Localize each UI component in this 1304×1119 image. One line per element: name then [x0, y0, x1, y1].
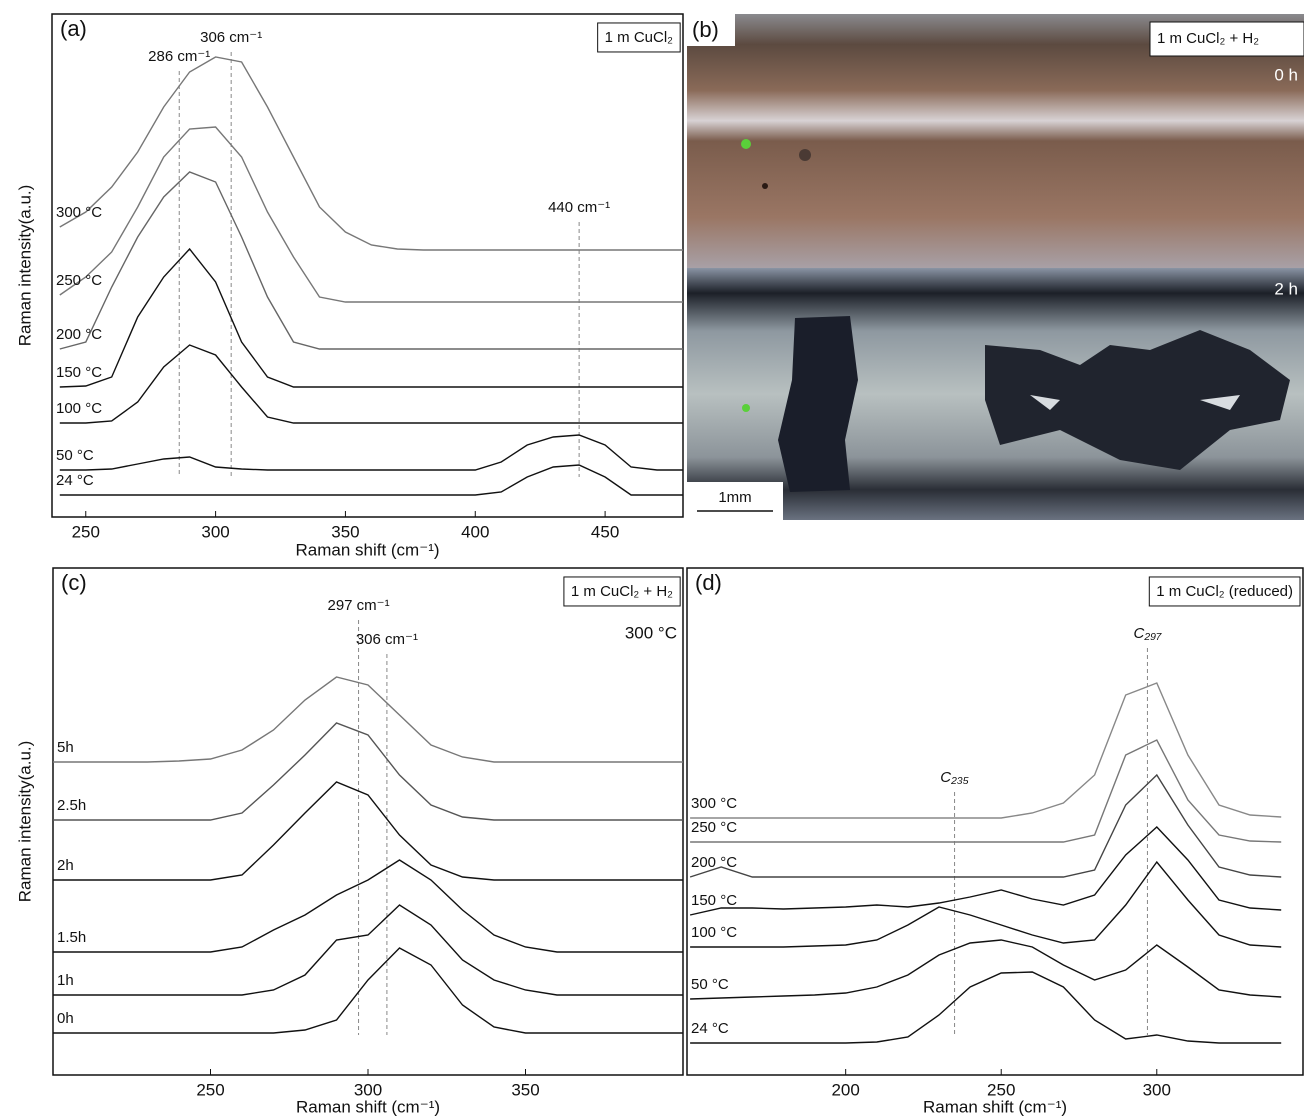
- x-axis-title: Raman shift (cm⁻¹): [296, 1097, 440, 1116]
- spectrum: [59, 56, 683, 251]
- series-label: 24 °C: [691, 1020, 729, 1037]
- series-label: 200 °C: [56, 326, 102, 343]
- title-box: [1149, 21, 1304, 57]
- title-box: [563, 576, 681, 607]
- spectrum: [690, 971, 1282, 1044]
- panel-title: 1 m CuCl₂: [605, 29, 674, 46]
- series-label: 0h: [57, 1010, 74, 1027]
- crystal: [985, 330, 1290, 470]
- micrograph-panel: (b) 1 m CuCl₂ + H₂ 0 h 2 h 1mm: [687, 14, 1304, 520]
- marker-dot: [741, 139, 751, 149]
- series-label: 1h: [57, 972, 74, 989]
- x-axis-title: Raman shift (cm⁻¹): [295, 540, 439, 559]
- panel-label: (d): [695, 570, 722, 595]
- spectrum: [59, 464, 683, 496]
- series-label: 100 °C: [56, 400, 102, 417]
- spectrum: [53, 904, 683, 996]
- annotation: 297 cm⁻¹: [327, 597, 389, 614]
- panel-label: (a): [60, 16, 87, 41]
- spectrum: [690, 682, 1282, 819]
- annotation: 286 cm⁻¹: [148, 48, 210, 65]
- series-label: 300 °C: [56, 204, 102, 221]
- y-axis-title: Raman intensity(a.u.): [15, 741, 34, 903]
- series-label: 200 °C: [691, 854, 737, 871]
- spectrum: [690, 860, 1282, 948]
- spectrum: [53, 947, 683, 1034]
- plot-frame: [51, 13, 684, 518]
- spectrum: [59, 434, 683, 471]
- series-label: 300 °C: [691, 795, 737, 812]
- x-axis-title: Raman shift (cm⁻¹): [923, 1097, 1067, 1116]
- x-tick-label: 300: [354, 1080, 382, 1099]
- spectrum: [689, 826, 1282, 916]
- series-label: 150 °C: [56, 364, 102, 381]
- crystal: [778, 316, 858, 492]
- spectrum: [689, 773, 1282, 878]
- spectrum: [690, 939, 1282, 1000]
- x-tick-label: 300: [1143, 1080, 1171, 1099]
- x-tick-label: 350: [511, 1080, 539, 1099]
- title-box: [1148, 576, 1301, 607]
- panel-label: (c): [61, 570, 87, 595]
- panel-title: 1 m CuCl₂ + H₂: [571, 583, 673, 600]
- annotation: C₂₉₇: [1134, 625, 1162, 642]
- series-label: 2h: [57, 857, 74, 874]
- scale-bg: [687, 482, 783, 520]
- spectrum: [59, 247, 683, 388]
- spectrum: [59, 126, 683, 303]
- series-label: 100 °C: [691, 924, 737, 941]
- scale-bar-label: 1mm: [718, 489, 751, 506]
- series-label: 1.5h: [57, 929, 86, 946]
- series-label: 50 °C: [56, 447, 94, 464]
- x-tick-label: 250: [72, 522, 100, 541]
- annotation: C₂₃₅: [940, 769, 969, 786]
- annotation: 306 cm⁻¹: [356, 631, 418, 648]
- x-tick-label: 200: [831, 1080, 859, 1099]
- marker-dot: [742, 404, 750, 412]
- spectrum: [53, 722, 683, 821]
- x-tick-label: 350: [331, 522, 359, 541]
- spectrum: [53, 859, 683, 953]
- x-tick-label: 300: [201, 522, 229, 541]
- spectrum: [59, 344, 683, 424]
- annotation: 440 cm⁻¹: [548, 199, 610, 216]
- series-label: 150 °C: [691, 892, 737, 909]
- speck: [762, 183, 768, 189]
- panel-title: 1 m CuCl₂ (reduced): [1156, 583, 1293, 600]
- spectrum: [53, 676, 683, 763]
- x-tick-label: 400: [461, 522, 489, 541]
- frame-label: 2 h: [1274, 279, 1298, 298]
- panel-label: (b): [692, 17, 719, 42]
- series-label: 2.5h: [57, 797, 86, 814]
- series-label: 24 °C: [56, 472, 94, 489]
- plot-frame: [686, 567, 1304, 1076]
- x-tick-label: 450: [591, 522, 619, 541]
- series-label: 250 °C: [691, 819, 737, 836]
- spectrum: [53, 781, 683, 881]
- spectrum: [59, 171, 683, 350]
- series-label: 50 °C: [691, 976, 729, 993]
- spectrum: [690, 739, 1282, 843]
- annotation: 306 cm⁻¹: [200, 29, 262, 46]
- y-axis-title: Raman intensity(a.u.): [15, 185, 34, 347]
- series-label: 5h: [57, 739, 74, 756]
- condition-label: 300 °C: [625, 623, 677, 642]
- title-box: [597, 22, 681, 53]
- label-bg: [687, 14, 735, 46]
- reflection: [1030, 395, 1240, 410]
- panel-title: 1 m CuCl₂ + H₂: [1157, 30, 1259, 47]
- frame-label: 0 h: [1274, 65, 1298, 84]
- x-tick-label: 250: [196, 1080, 224, 1099]
- x-tick-label: 250: [987, 1080, 1015, 1099]
- series-label: 250 °C: [56, 272, 102, 289]
- speck: [799, 149, 811, 161]
